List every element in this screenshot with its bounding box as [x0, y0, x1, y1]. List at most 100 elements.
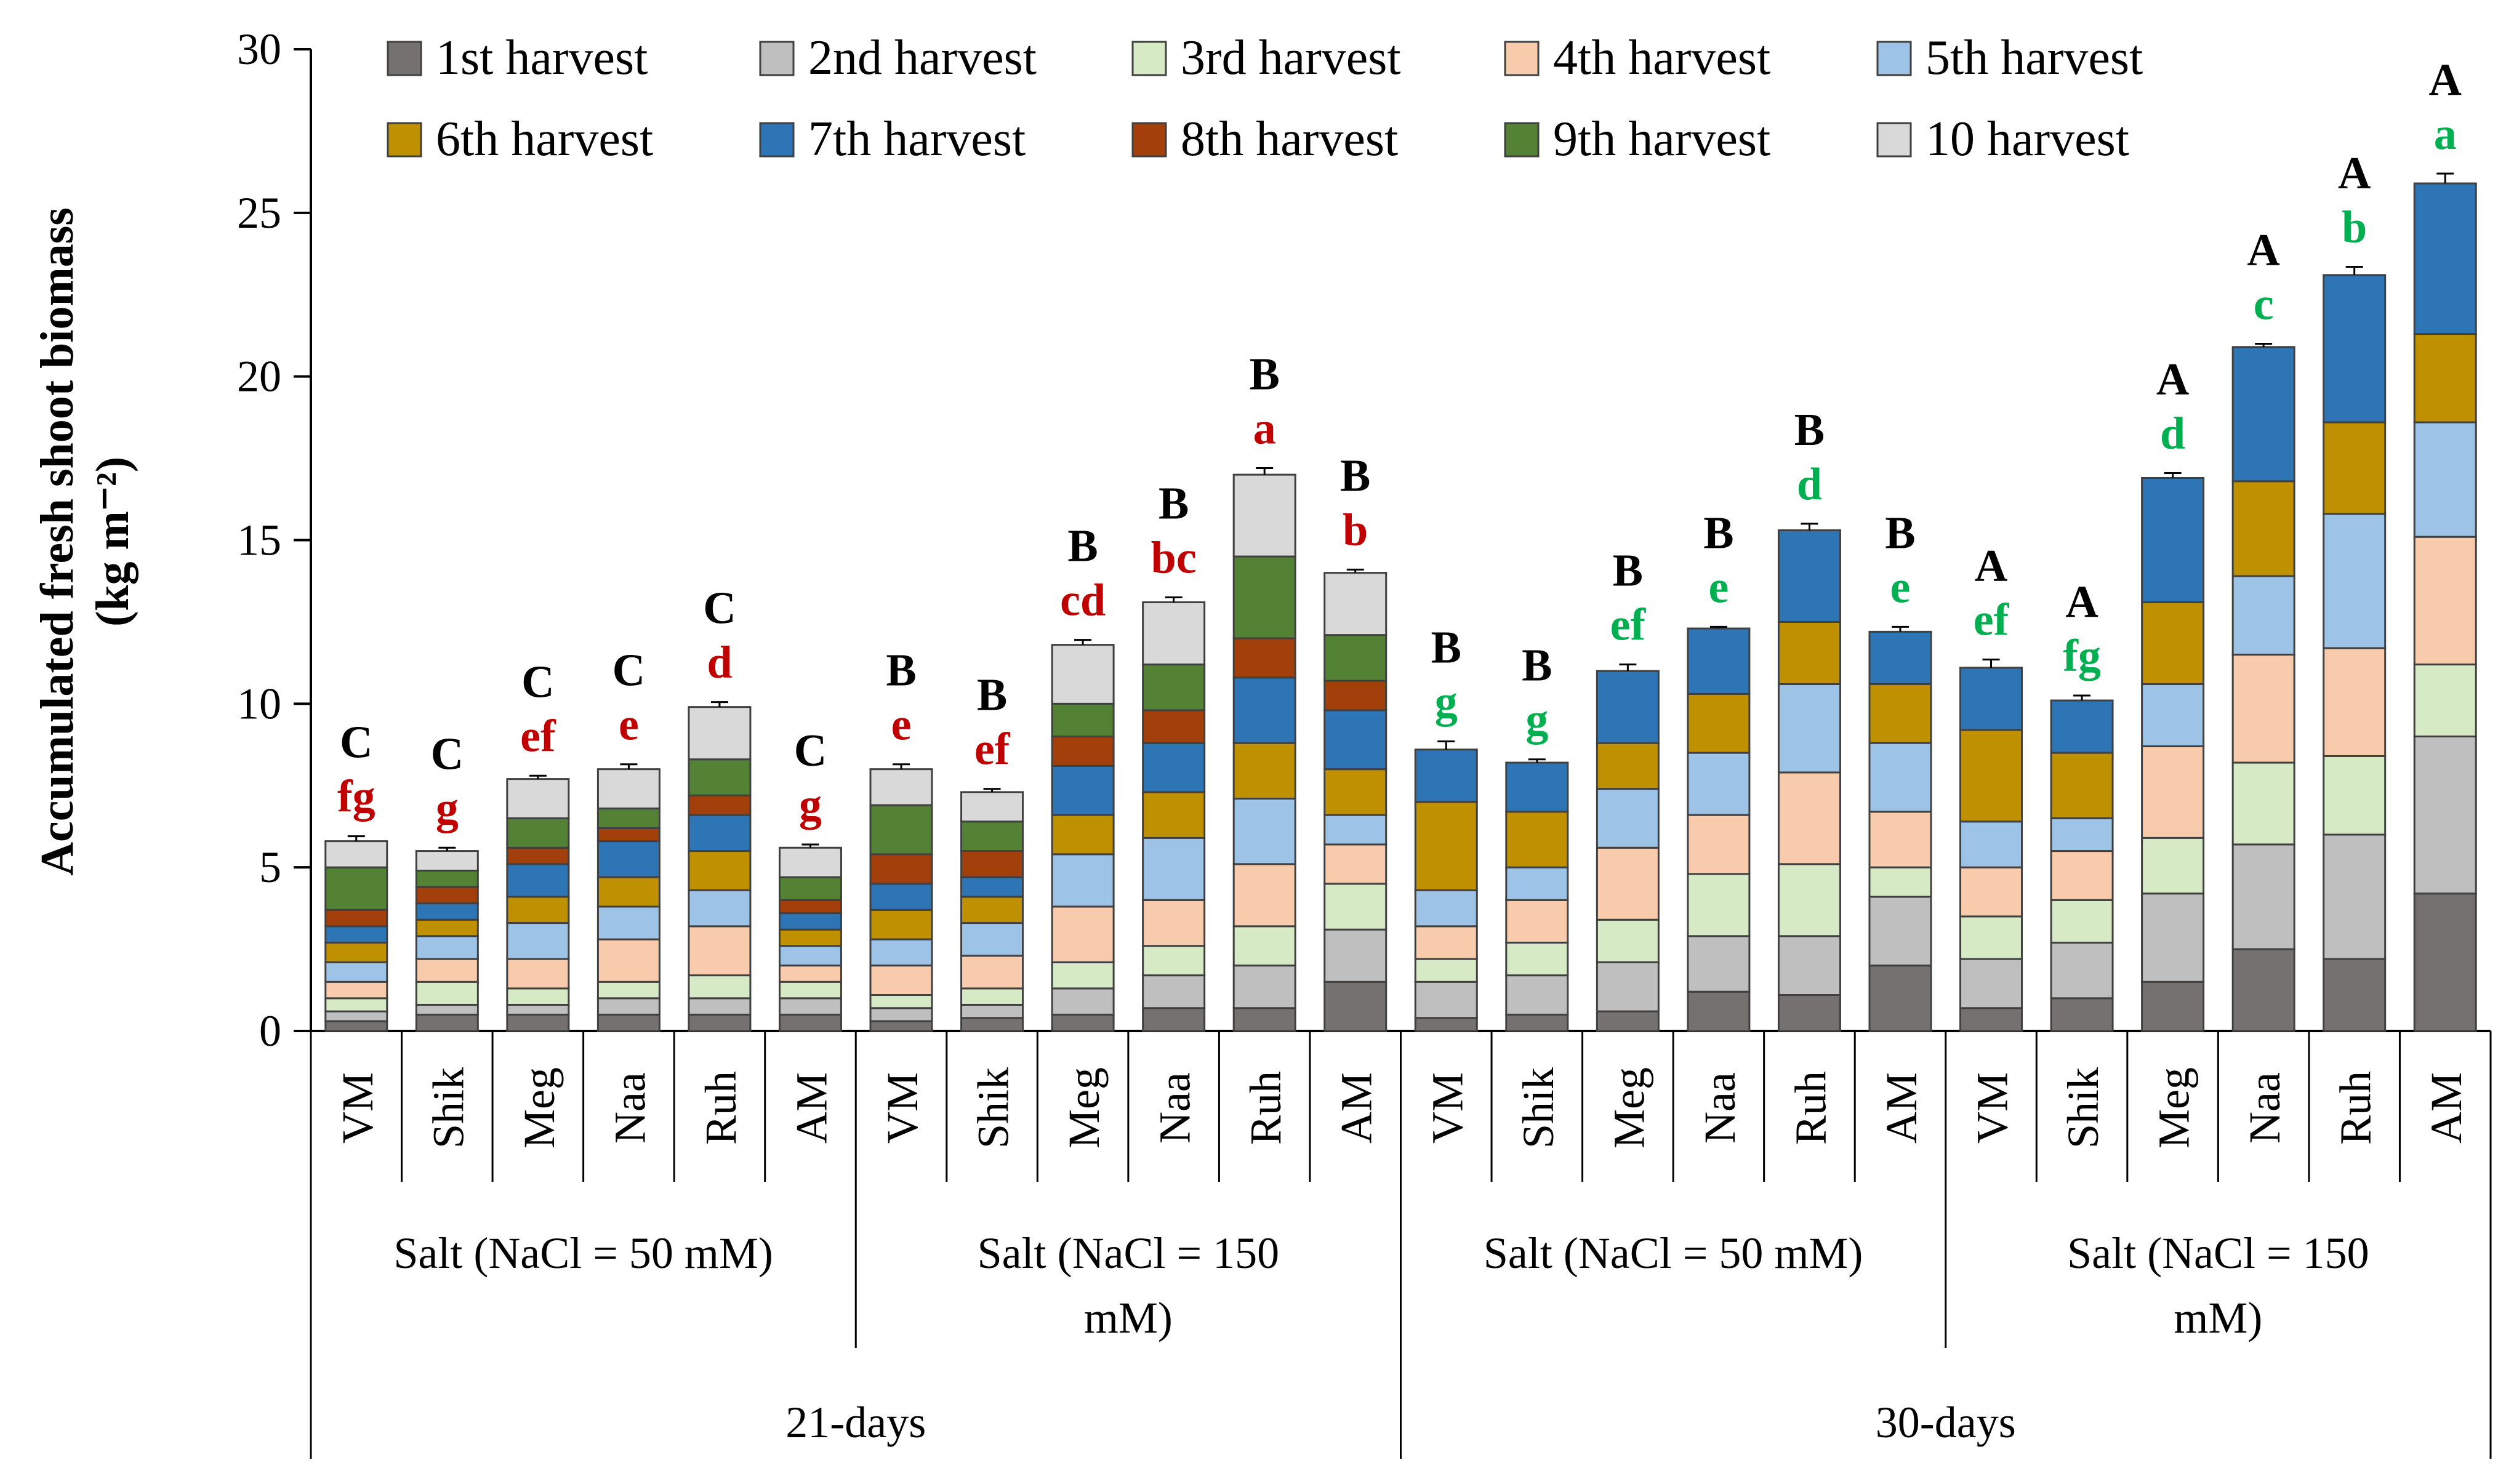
bar-segment-4: [1051, 905, 1115, 963]
significance-letter-upper: B: [1794, 405, 1825, 455]
bar-segment-6: [2050, 752, 2114, 819]
bar-segment-5: [2141, 683, 2205, 747]
bar-segment-5: [1868, 742, 1932, 813]
bar-segment-7: [688, 814, 752, 852]
legend-label-5: 5th harvest: [1926, 31, 2143, 85]
significance-letter-upper: B: [1067, 521, 1098, 572]
y-tick-label: 20: [237, 352, 281, 401]
bar-segment-2: [1868, 896, 1932, 967]
y-tick-label: 25: [237, 188, 281, 238]
bar-segment-3: [2141, 836, 2205, 895]
bar-segment-3: [1323, 883, 1388, 931]
bar-segment-2: [1687, 935, 1751, 993]
significance-letter-lower: g: [799, 780, 822, 830]
significance-letter-upper: B: [1885, 508, 1915, 558]
treatment-label: Salt (NaCl = 50 mM): [1484, 1229, 1863, 1278]
y-tick-label: 0: [259, 1006, 281, 1056]
bar-segment-3: [1232, 925, 1296, 967]
bar-segment-9: [506, 817, 570, 849]
bar-segment-8: [596, 827, 661, 843]
bar-segment-5: [1414, 889, 1478, 928]
bar-segment-3: [2323, 755, 2387, 836]
bar-segment-5: [1232, 798, 1296, 865]
treatment-label-line2: mM): [1084, 1293, 1173, 1342]
category-label: VM: [1968, 1072, 2017, 1144]
bar-segment-7: [1868, 630, 1932, 685]
bar-segment-3: [1959, 915, 2023, 960]
legend-label-8: 8th harvest: [1181, 112, 1398, 166]
bar-segment-6: [1051, 814, 1115, 856]
significance-letter-lower: e: [1708, 562, 1729, 612]
bar-segment-7: [506, 863, 570, 898]
significance-letter-upper: B: [1431, 622, 1461, 673]
significance-letter-upper: B: [1340, 451, 1370, 501]
bar-segment-1: [1777, 994, 1841, 1032]
y-axis-unit: (kg m⁻²): [87, 457, 139, 627]
bar-segment-1: [1232, 1007, 1296, 1032]
bar-segment-9: [960, 820, 1024, 852]
significance-letter-lower: d: [707, 638, 732, 688]
bar-segment-4: [506, 958, 570, 990]
bar-segment-8: [960, 850, 1024, 878]
bar-segment-1: [688, 1013, 752, 1032]
significance-letter-lower: g: [436, 783, 459, 833]
bar-segment-1: [1596, 1010, 1660, 1032]
bar-segment-2: [1051, 987, 1115, 1016]
category-label: Shik: [2058, 1067, 2108, 1149]
category-label: AM: [1332, 1072, 1381, 1144]
bar-segment-8: [1051, 736, 1115, 767]
category-label: Naa: [1151, 1072, 1200, 1144]
category-label: VM: [1423, 1072, 1472, 1144]
bar-segment-4: [596, 938, 661, 983]
bar-segment-4: [1687, 814, 1751, 875]
significance-letter-upper: A: [2065, 577, 2098, 627]
bar-segment-1: [2050, 997, 2114, 1032]
category-label: AM: [2422, 1072, 2471, 1144]
category-label: Shik: [424, 1067, 473, 1149]
bar-segment-10: [596, 768, 661, 809]
bar-segment-7: [1051, 764, 1115, 816]
significance-letter-upper: B: [1613, 546, 1643, 596]
legend-label-9: 9th harvest: [1553, 112, 1770, 166]
bar-segment-3: [1596, 918, 1660, 963]
bar-segment-7: [869, 883, 933, 911]
bar-segment-10: [778, 846, 842, 878]
bar-segment-5: [2323, 513, 2387, 649]
significance-letter-upper: B: [1159, 479, 1189, 529]
bar-segment-4: [415, 958, 479, 983]
bar-segment-9: [596, 807, 661, 829]
bar-segment-5: [2050, 817, 2114, 852]
bar-segment-10: [1323, 572, 1388, 636]
bar-segment-2: [688, 997, 752, 1016]
bar-segment-9: [1142, 664, 1206, 712]
bar-segment-4: [2413, 535, 2477, 666]
bar-segment-6: [688, 850, 752, 891]
bar-segment-2: [1323, 928, 1388, 983]
significance-letter-upper: B: [1250, 350, 1280, 400]
significance-letter-upper: C: [794, 726, 827, 776]
significance-letter-lower: d: [1797, 459, 1822, 510]
bar-segment-9: [688, 758, 752, 796]
bar-segment-9: [1232, 555, 1296, 640]
bar-segment-1: [1142, 1007, 1206, 1032]
bar-segment-7: [1596, 670, 1660, 744]
bar-segment-2: [869, 1007, 933, 1022]
bar-segment-10: [1232, 473, 1296, 558]
bar-segment-1: [2231, 948, 2295, 1032]
bar-segment-2: [778, 997, 842, 1016]
bar-segment-5: [1323, 814, 1388, 846]
bar-segment-9: [778, 876, 842, 901]
bar-segment-4: [869, 965, 933, 997]
bar-segment-7: [1687, 627, 1751, 695]
bar-segment-6: [324, 941, 388, 963]
bar-segment-6: [1777, 620, 1841, 685]
significance-letter-lower: c: [2254, 279, 2274, 330]
bar-segment-6: [2231, 480, 2295, 577]
bar-segment-1: [1868, 965, 1932, 1032]
bar-segment-2: [960, 1003, 1024, 1019]
bar-segment-5: [324, 961, 388, 983]
bar-segment-10: [688, 706, 752, 761]
significance-letter-upper: A: [2156, 355, 2189, 405]
period-label: 21-days: [785, 1398, 926, 1447]
bar-segment-4: [2231, 654, 2295, 764]
